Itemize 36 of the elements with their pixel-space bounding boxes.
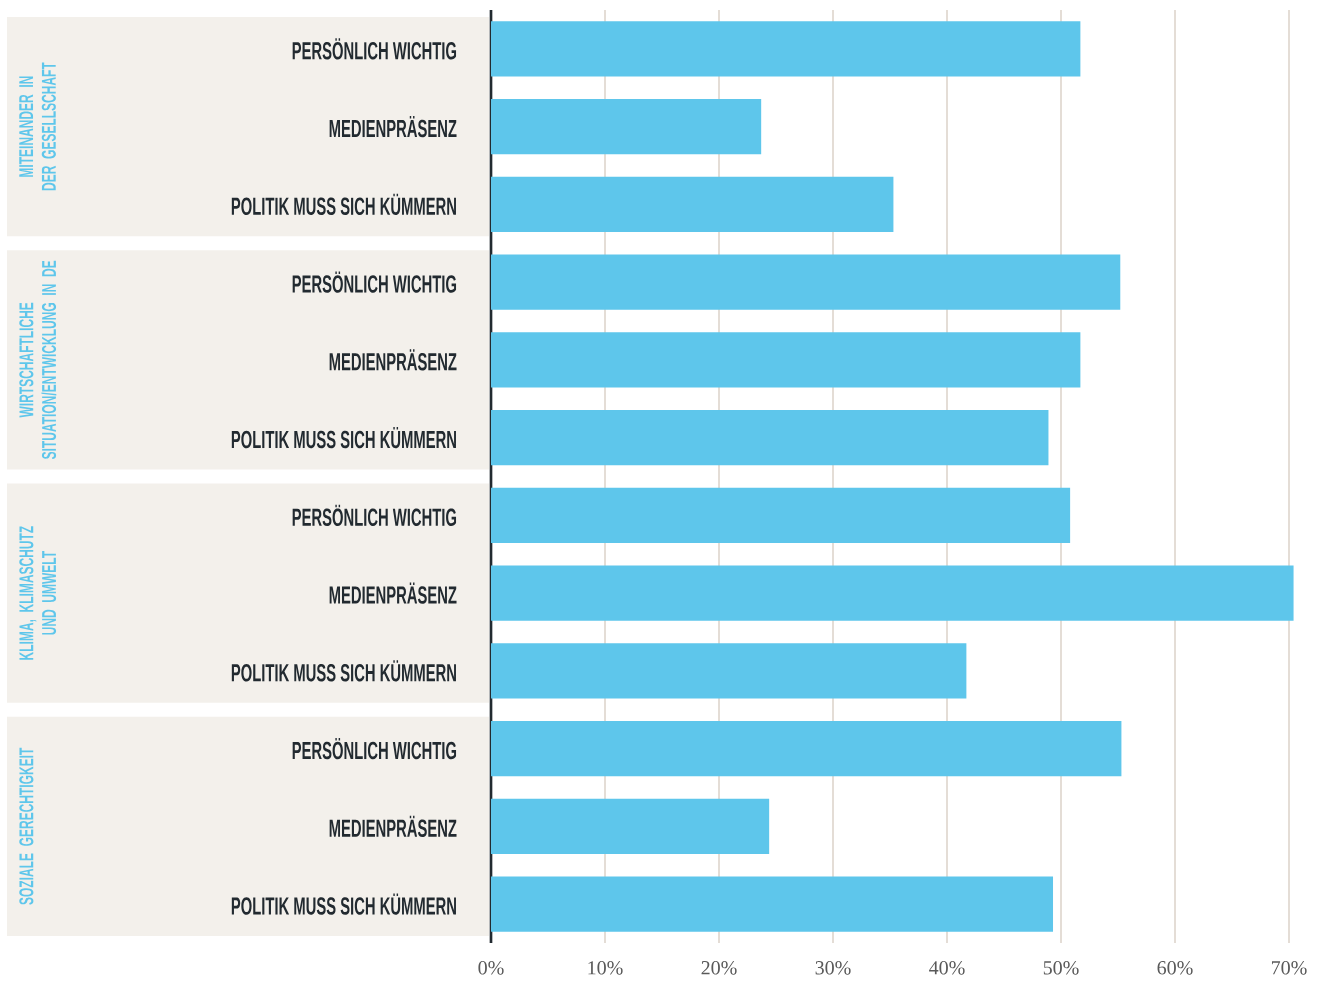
x-tick-label: 50% [1043, 961, 1079, 975]
bar [491, 254, 1121, 310]
y-tick-label: PERSÖNLICH WICHTIG [292, 38, 457, 60]
y-tick-label: POLITIK MUSS SICH KÜMMERN [231, 193, 456, 216]
y-tick-label: MEDIENPRÄSENZ [329, 349, 457, 371]
bar [491, 487, 1071, 543]
bar [491, 721, 1122, 777]
bar [491, 565, 1294, 621]
bar [491, 876, 1054, 932]
x-tick-label: 0% [478, 961, 504, 975]
y-tick-label: MEDIENPRÄSENZ [329, 582, 457, 604]
y-tick-label: MEDIENPRÄSENZ [329, 815, 457, 838]
text: WIRTSCHAFTLICHE SITUATION/ENTWICKLUNG IN DE [19, 260, 57, 460]
bar [491, 410, 1049, 466]
text: MITEINANDER IN DER GESELLSCHAFT [19, 62, 56, 191]
bar [491, 176, 894, 232]
x-tick-label: 40% [929, 961, 965, 975]
y-tick-label: PERSÖNLICH WICHTIG [292, 271, 457, 293]
text: SOZIALE GERECHTIGKEIT [19, 747, 34, 905]
y-tick-label: PERSÖNLICH WICHTIG [292, 737, 457, 760]
y-tick-label: PERSÖNLICH WICHTIG [292, 504, 457, 527]
y-tick-label: POLITIK MUSS SICH KÜMMERN [231, 426, 456, 449]
y-tick-label: MEDIENPRÄSENZ [329, 115, 457, 138]
x-tick-label: 60% [1157, 961, 1193, 975]
x-tick-label: 20% [701, 961, 737, 975]
y-tick-label: POLITIK MUSS SICH KÜMMERN [231, 893, 456, 915]
x-tick-label: 10% [588, 961, 623, 975]
text: KLIMA, KLIMASCHUTZ UND UMWELT [19, 526, 57, 660]
x-tick-label: 30% [815, 961, 851, 975]
bar [491, 798, 770, 854]
y-tick-label: POLITIK MUSS SICH KÜMMERN [231, 660, 456, 682]
bar [491, 21, 1081, 77]
x-tick-label: 70% [1271, 961, 1307, 975]
bar [491, 643, 967, 699]
bar [491, 332, 1081, 388]
bar [491, 99, 762, 155]
